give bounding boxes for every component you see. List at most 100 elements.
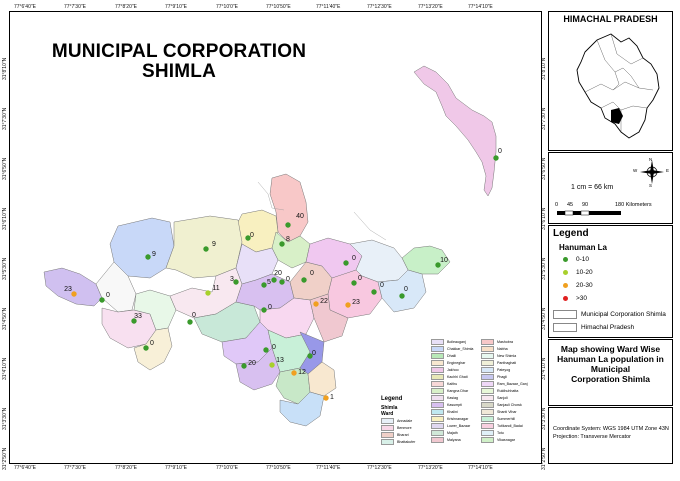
- ward-swatch-icon: [431, 339, 444, 345]
- ward-legend-label: Annadale: [397, 419, 413, 423]
- ward-marker-dot: [307, 353, 313, 359]
- ward-value-label: 23: [64, 286, 72, 293]
- ward-legend-label: Majath: [447, 431, 458, 435]
- legend-subtitle: Hanuman La: [559, 243, 608, 252]
- right-tick-label: 31°6'10"N: [541, 207, 547, 230]
- map-caption: Map showing Ward Wise Hanuman La populat…: [549, 344, 672, 384]
- top-tick-label: 77°6'40"E: [14, 4, 36, 10]
- ward-marker-dot: [143, 345, 149, 351]
- ward-legend-label: Kachhi Ghati: [447, 375, 468, 379]
- ward-swatch-icon: [481, 381, 494, 387]
- ward-legend-item: Benmore: [381, 425, 412, 431]
- ward-value-label: 12: [298, 369, 306, 376]
- boundary-swatch-icon: [553, 323, 577, 332]
- ward-legend-label: Kasiag: [447, 396, 458, 400]
- ward-legend-item: Summerhill: [481, 416, 515, 422]
- bottom-tick-label: 77°10'0"E: [216, 465, 238, 471]
- left-tick-label: 31°8'10"N: [2, 57, 8, 80]
- ward-legend-label: Mashobra: [497, 340, 513, 344]
- ward-legend-item: Khalini: [431, 409, 458, 415]
- caption-panel: Map showing Ward Wise Hanuman La populat…: [548, 339, 673, 406]
- bottom-tick-label: 77°9'10"E: [165, 465, 187, 471]
- legend-class-label: >30: [576, 295, 588, 302]
- legend-class-1: 10-20: [563, 269, 593, 276]
- district-line-6: [622, 67, 654, 91]
- boundary-swatch-icon: [553, 310, 577, 319]
- inset-panel: HIMACHAL PRADESH: [548, 11, 673, 151]
- ward-marker-dot: [301, 277, 307, 283]
- ward-legend-layer: Shimla: [381, 405, 398, 411]
- legend-dot-icon: [563, 270, 568, 275]
- top-tick-label: 77°10'0"E: [216, 4, 238, 10]
- north-label-n: N: [649, 157, 653, 162]
- ward-legend-item: Pateyog: [481, 367, 510, 373]
- ward-swatch-icon: [481, 360, 494, 366]
- ward-swatch-icon: [431, 409, 444, 415]
- ward-legend-label: Pateyog: [497, 368, 511, 372]
- ward-marker-dot: [323, 395, 329, 401]
- ward-legend-label: Summerhill: [497, 417, 515, 421]
- ward-marker-dot: [203, 246, 209, 252]
- ward-map: [43, 65, 497, 427]
- ward-swatch-icon: [481, 416, 494, 422]
- ward-swatch-icon: [431, 395, 444, 401]
- ward-value-label: 0: [250, 232, 254, 239]
- ward-swatch-icon: [431, 353, 444, 359]
- ward-swatch-icon: [481, 437, 494, 443]
- ward-value-label: 9: [212, 241, 216, 248]
- ward-marker-dot: [261, 282, 267, 288]
- ward-legend-item: Majath: [431, 430, 458, 436]
- ward-marker-dot: [313, 301, 319, 307]
- ward-value-label: 0: [268, 304, 272, 311]
- left-tick-label: 31°2'50"N: [2, 447, 8, 470]
- top-tick-label: 77°7'30"E: [64, 4, 86, 10]
- ward-swatch-icon: [431, 367, 444, 373]
- top-tick-label: 77°12'30"E: [367, 4, 392, 10]
- coordinate-panel: Coordinate System: WGS 1984 UTM Zone 43N…: [548, 407, 673, 464]
- legend-class-0: 0-10: [563, 256, 589, 263]
- ward-legend-item: Phagli: [481, 374, 507, 380]
- ward-value-label: 0: [312, 350, 316, 357]
- top-tick-label: 77°11'40"E: [316, 4, 341, 10]
- ward-legend-label: New Shimla: [497, 354, 517, 358]
- ward-legend-label: Jakhoo: [447, 368, 459, 372]
- ward-legend-item: New Shimla: [481, 353, 516, 359]
- ward-southwest-3: [133, 327, 173, 371]
- ward-far-west: [43, 267, 103, 307]
- ward-marker-dot: [285, 222, 291, 228]
- right-tick-label: 31°5'30"N: [541, 257, 547, 280]
- ward-marker-dot: [71, 291, 77, 297]
- scale-tick-0: 0: [555, 202, 559, 208]
- ward-legend-item: Sanjoli: [481, 395, 508, 401]
- right-tick-label: 31°6'50"N: [541, 157, 547, 180]
- ward-marker-dot: [131, 318, 137, 324]
- ward-swatch-icon: [381, 425, 394, 431]
- coord-system: Coordinate System: WGS 1984 UTM Zone 43N: [553, 426, 669, 432]
- ward-swatch-icon: [431, 416, 444, 422]
- bottom-tick-label: 77°7'30"E: [64, 465, 86, 471]
- map-title-line1: MUNICIPAL CORPORATION: [51, 41, 307, 62]
- legend-title: Legend: [553, 228, 589, 239]
- ward-marker-dot: [245, 235, 251, 241]
- shimla-highlight: [611, 108, 623, 124]
- ward-far-south: [279, 391, 325, 427]
- north-label-s: S: [649, 183, 653, 188]
- right-tick-label: 31°2'50"N: [541, 447, 547, 470]
- ward-swatch-icon: [431, 437, 444, 443]
- district-line-2: [610, 33, 644, 65]
- north-label-e: E: [666, 168, 670, 173]
- right-tick-label: 31°4'10"N: [541, 357, 547, 380]
- ward-legend-label: Vikasnagar: [497, 438, 515, 442]
- ward-swatch-icon: [431, 388, 444, 394]
- ward-legend-label: Chakkar_Shimla: [447, 347, 474, 351]
- left-tick-label: 31°4'50"N: [2, 307, 8, 330]
- ward-legend-item: Bhattakufer: [381, 439, 415, 445]
- bottom-tick-label: 77°11'40"E: [316, 465, 341, 471]
- ward-marker-dot: [263, 347, 269, 353]
- ward-legend-item: Engineghar: [431, 360, 465, 366]
- ward-legend-item: Kasiag: [431, 395, 458, 401]
- scale-tick-45: 45: [567, 202, 574, 208]
- ward-legend-label: Kaithu: [447, 382, 458, 386]
- ward-legend-label: Sanjoli: [497, 396, 508, 400]
- legend-panel: Legend Hanuman La 0-10 10-20 20-30 >30 M…: [548, 225, 673, 338]
